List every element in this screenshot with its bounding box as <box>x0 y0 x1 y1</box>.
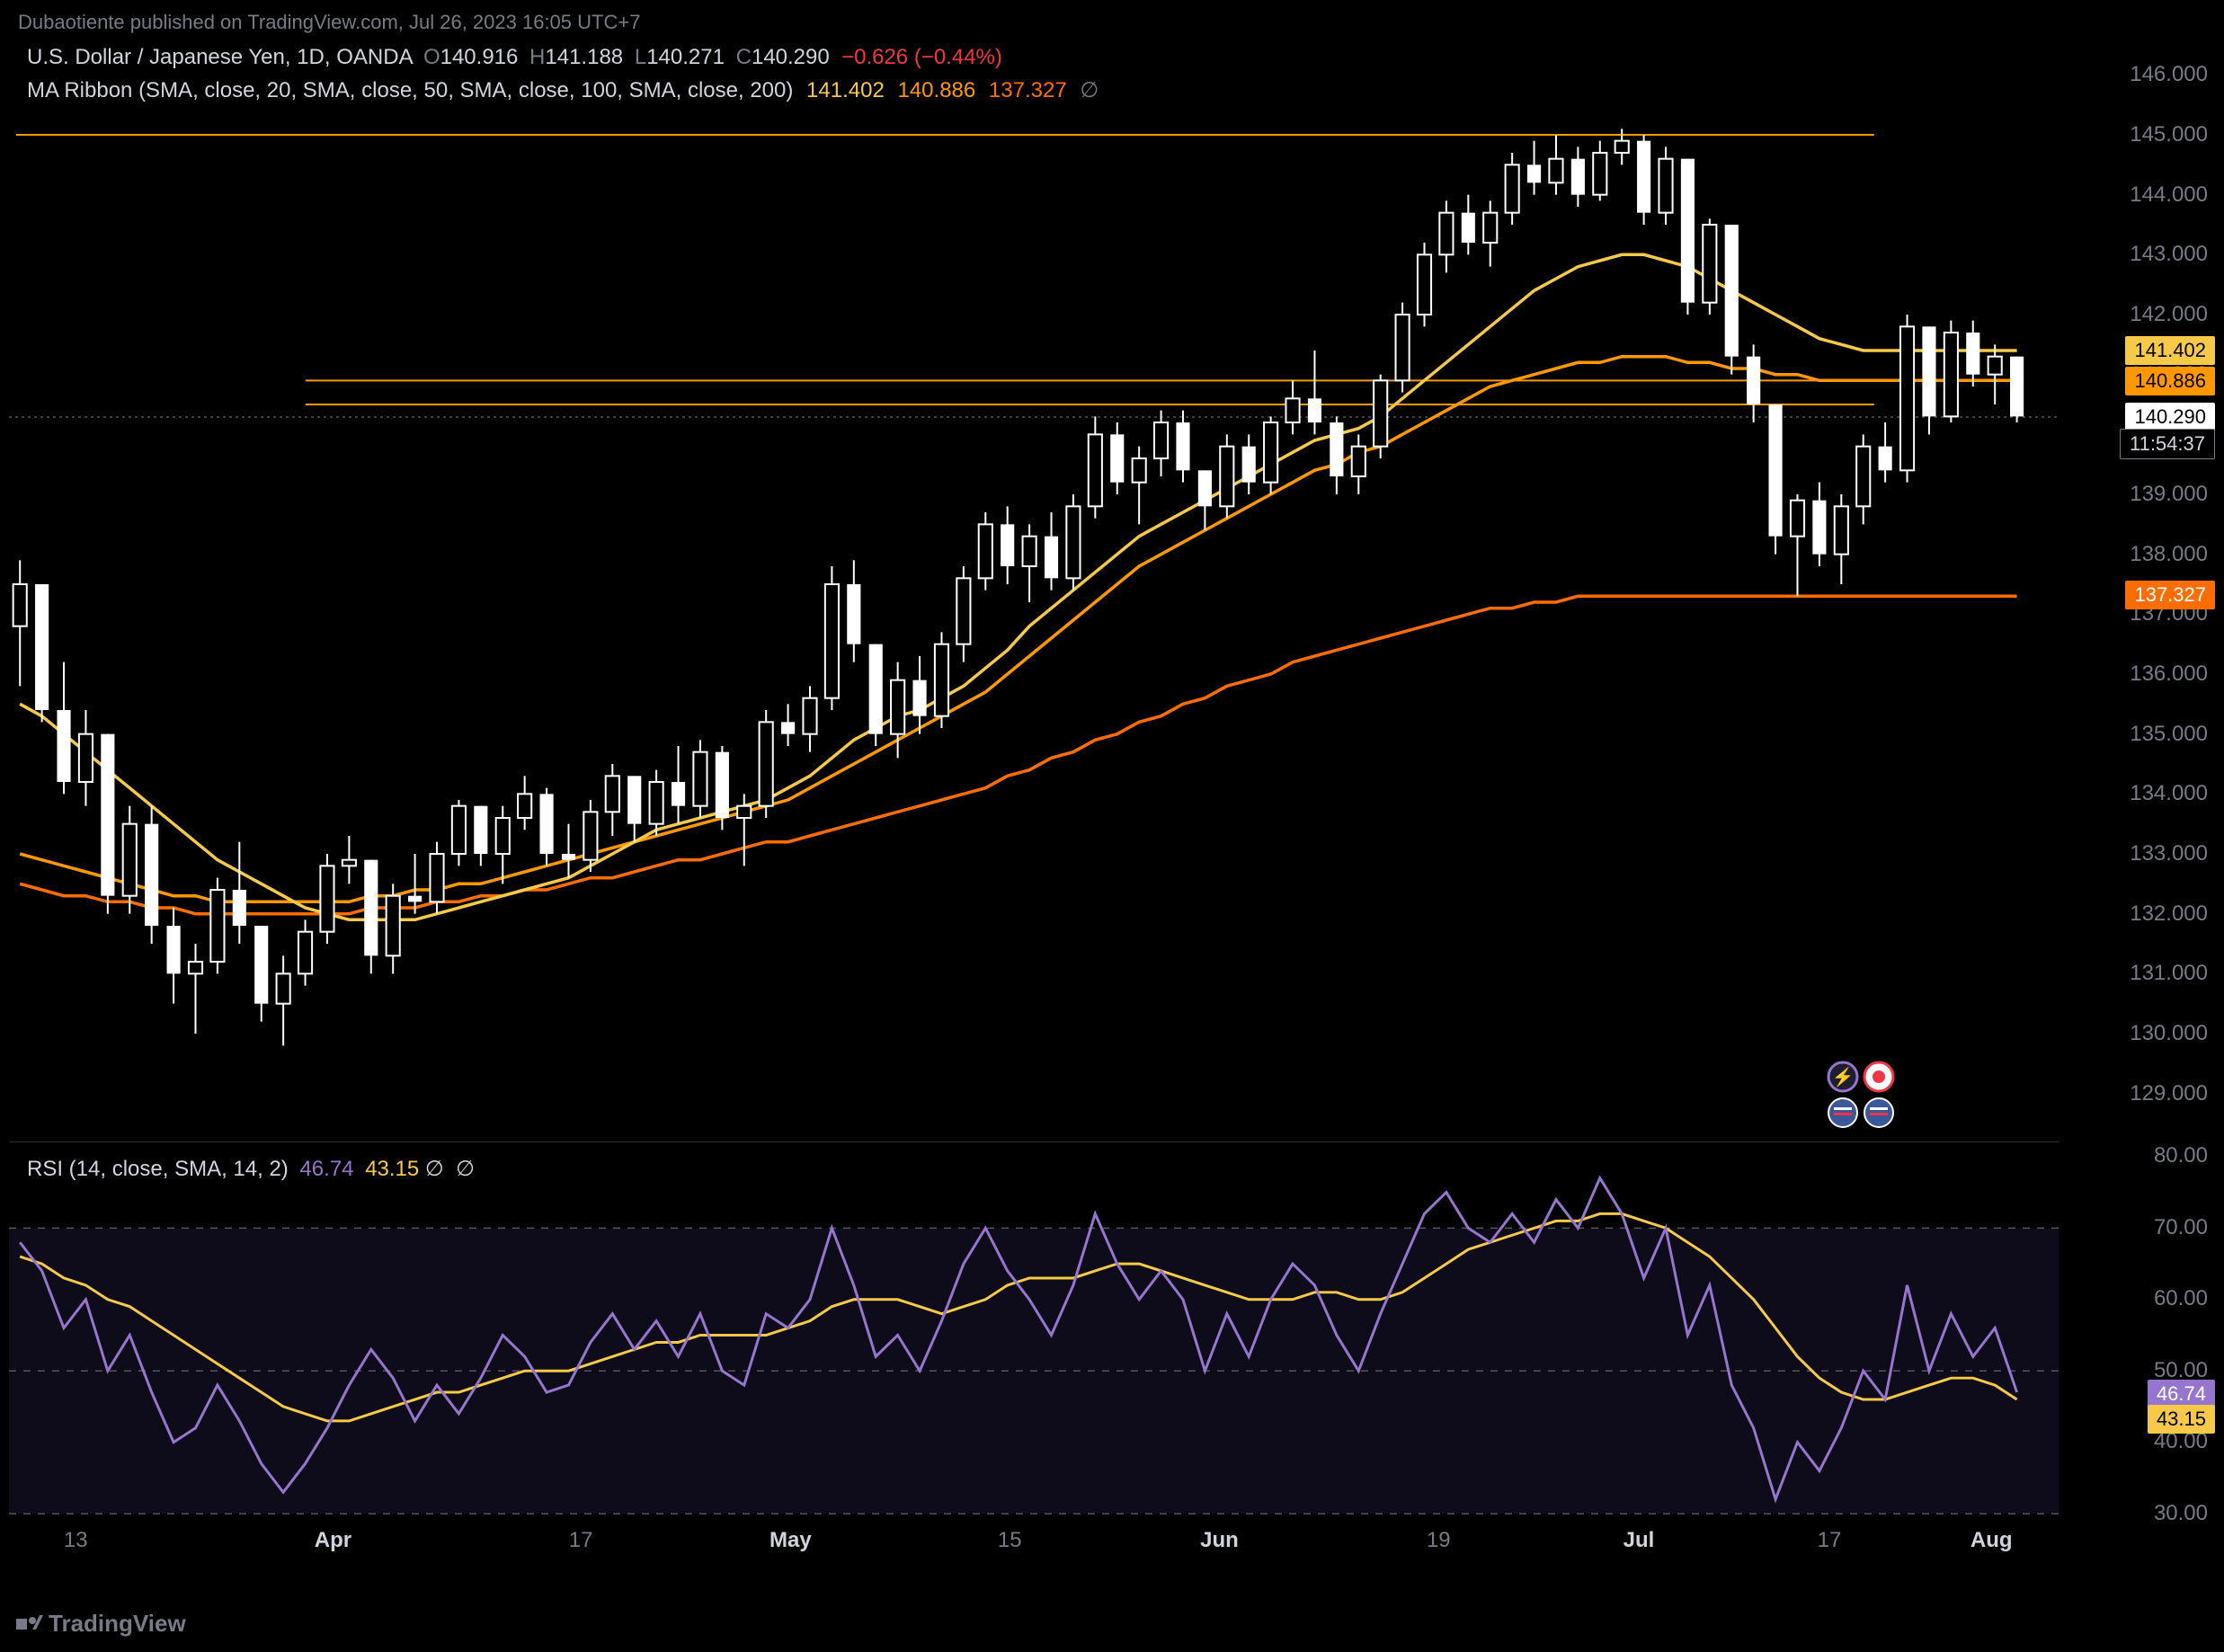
xtick: 15 <box>998 1528 1022 1553</box>
ylabel-sma20: 141.402 <box>2125 336 2215 365</box>
footer-brand: TradingView <box>16 1610 186 1639</box>
tradingview-logo-icon <box>16 1612 43 1639</box>
price-yaxis[interactable]: 146.000145.000144.000143.000142.000141.0… <box>2062 45 2224 1124</box>
xtick: 13 <box>64 1528 88 1553</box>
price-chart[interactable] <box>9 45 2059 1124</box>
ylabel-sma100: 137.327 <box>2125 581 2215 609</box>
ylabel-price: 140.290 <box>2125 403 2215 431</box>
time-xaxis[interactable]: 13 Apr 17 May 15 Jun 19 Jul 17 Aug <box>9 1528 2059 1582</box>
xtick: May <box>770 1528 812 1553</box>
svg-text:⚡: ⚡ <box>1832 1066 1855 1088</box>
xtick: 17 <box>569 1528 593 1553</box>
xtick: 17 <box>1818 1528 1842 1553</box>
publisher-text: Dubaotiente published on TradingView.com… <box>18 11 640 34</box>
xtick: Jul <box>1624 1528 1655 1553</box>
xtick: 19 <box>1427 1528 1451 1553</box>
xtick: Aug <box>1970 1528 2013 1553</box>
ylabel-sma50: 140.886 <box>2125 367 2215 395</box>
rsi-label-yellow: 43.15 <box>2148 1405 2215 1434</box>
rsi-label-purple: 46.74 <box>2148 1380 2215 1408</box>
event-badges[interactable]: ⚡ <box>1825 1061 1906 1137</box>
chart-container: Dubaotiente published on TradingView.com… <box>0 0 2224 1652</box>
rsi-chart[interactable] <box>9 1141 2059 1528</box>
xtick: Apr <box>315 1528 351 1553</box>
xtick: Jun <box>1200 1528 1239 1553</box>
rsi-yaxis[interactable]: 80.0070.0060.0050.0040.0030.0046.7443.15 <box>2062 1141 2224 1528</box>
ylabel-countdown: 11:54:37 <box>2120 429 2215 459</box>
